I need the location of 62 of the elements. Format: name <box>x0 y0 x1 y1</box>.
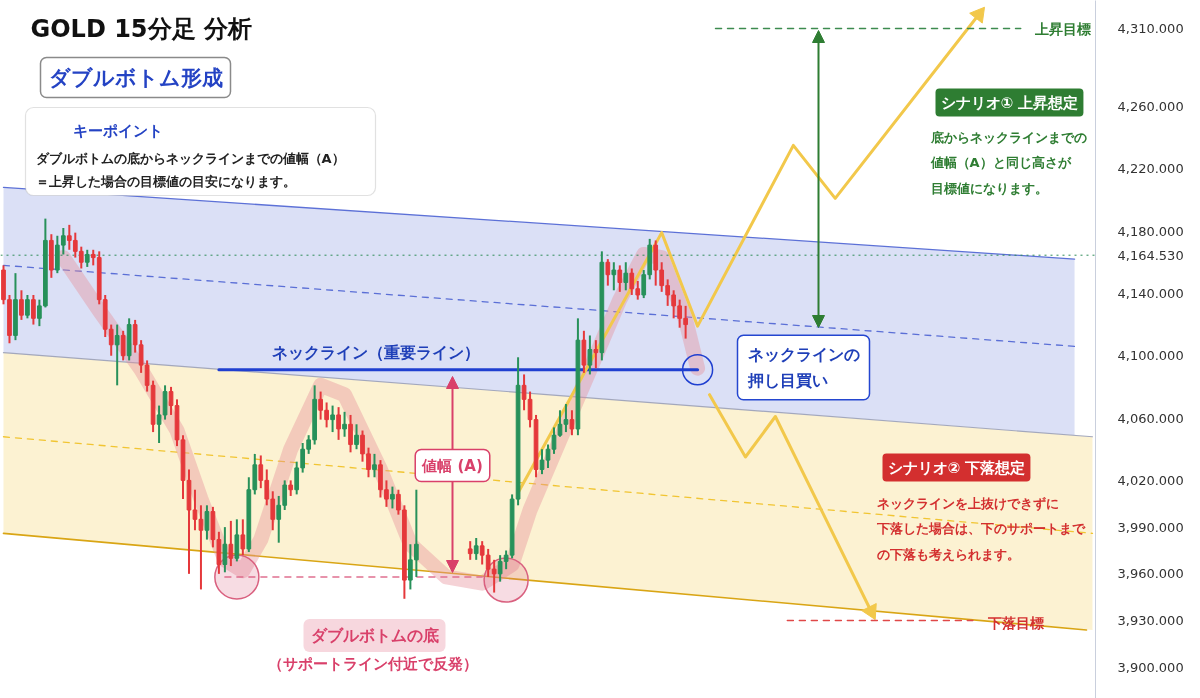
annotation: 値幅 (A) <box>421 456 483 475</box>
candlestick <box>354 423 359 451</box>
candlestick <box>557 409 563 438</box>
candlestick <box>25 293 30 320</box>
candlestick <box>228 519 234 568</box>
candlestick <box>479 540 485 566</box>
candlestick <box>587 334 593 376</box>
candlestick <box>473 537 479 561</box>
candlestick <box>605 258 611 287</box>
y-tick-label: 4,140.000 <box>1117 285 1184 301</box>
candlestick <box>521 373 527 412</box>
y-tick-label: 4,060.000 <box>1117 410 1184 426</box>
y-tick-label: 4,260.000 <box>1117 98 1184 114</box>
text: ダブルボトム形成 <box>48 65 223 90</box>
candlestick <box>611 261 617 292</box>
text: GOLD 15分足 分析 <box>30 14 252 43</box>
candlestick <box>593 339 599 370</box>
annotation: ネックライン（重要ライン） <box>271 343 480 362</box>
candlestick <box>467 540 473 561</box>
annotation: 底からネックラインまでの値幅（A）と同じ高さが目標値になります。 <box>929 129 1087 196</box>
candlestick <box>330 404 335 434</box>
candlestick <box>108 323 114 357</box>
candlestick <box>240 518 246 557</box>
candlestick <box>120 329 126 362</box>
y-tick-label: 3,900.000 <box>1117 659 1184 675</box>
candlestick <box>234 518 240 563</box>
annotation: ダブルボトムの底からネックラインまでの値幅（A） <box>35 151 345 166</box>
candlestick <box>372 452 377 479</box>
candlestick <box>342 410 347 438</box>
candlestick <box>623 261 629 292</box>
annotation: シナリオ② 下落想定 <box>887 458 1026 477</box>
annotation: 上昇目標 <box>1033 20 1091 37</box>
point <box>214 554 260 600</box>
y-tick-label: 4,310.000 <box>1117 21 1184 37</box>
y-tick-label: 4,180.000 <box>1117 223 1184 239</box>
candlestick <box>19 289 24 321</box>
annotation: シナリオ① 上昇想定 <box>940 93 1079 112</box>
point <box>681 354 714 386</box>
annotation: ダブルボトムの底 <box>310 626 439 645</box>
annotation: ネックラインの押し目買い <box>746 345 860 390</box>
y-tick-label: 3,990.000 <box>1117 519 1184 535</box>
annotation: キーポイント <box>72 121 163 140</box>
candlestick <box>569 409 575 437</box>
candlestick <box>336 406 341 441</box>
candlestick <box>348 413 353 454</box>
annotation: ＝上昇した場合の目標値の目安になります。 <box>35 174 296 189</box>
y-tick-label: 3,930.000 <box>1117 613 1184 629</box>
annotation: （サポートライン付近で反発） <box>267 654 478 673</box>
ref-line-label: 4,164.530 <box>1117 247 1184 263</box>
y-tick-label: 4,220.000 <box>1117 161 1184 177</box>
candlestick <box>222 526 228 574</box>
candlestick <box>563 403 569 434</box>
y-tick-label: 4,020.000 <box>1117 472 1184 488</box>
candlestick <box>390 485 395 510</box>
candlestick <box>204 504 210 541</box>
y-tick-label: 3,960.000 <box>1117 566 1184 582</box>
candlestick <box>617 264 623 293</box>
candlestick <box>31 293 36 326</box>
candlestick <box>491 558 497 594</box>
candlestick <box>485 547 491 578</box>
candlestick <box>114 323 120 387</box>
y-tick-label: 4,100.000 <box>1117 348 1184 364</box>
